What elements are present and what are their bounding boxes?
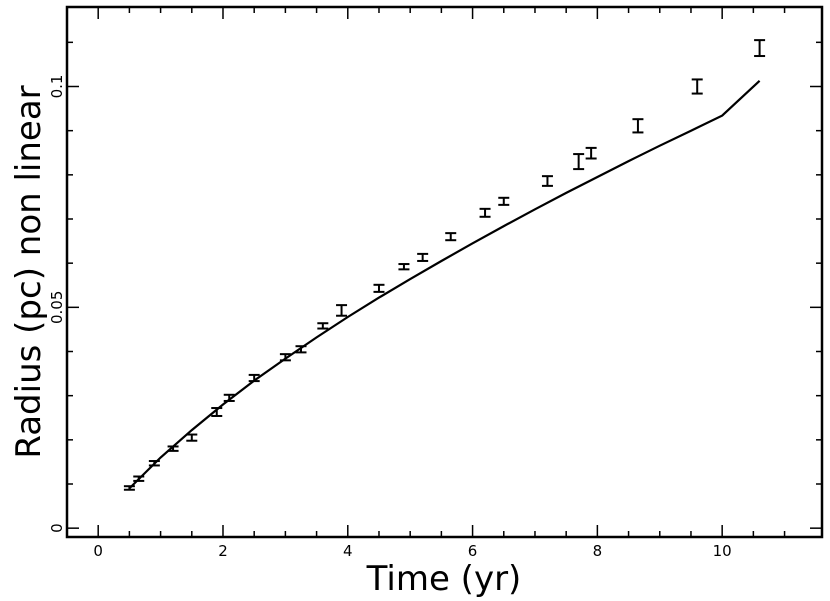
data-point	[123, 485, 135, 491]
data-point	[317, 322, 329, 330]
data-point	[632, 118, 644, 134]
data-point	[754, 39, 766, 58]
data-point	[248, 373, 260, 383]
data-point	[541, 175, 553, 187]
x-tick-label: 4	[343, 542, 353, 560]
data-point	[133, 475, 145, 482]
data-point	[148, 460, 160, 467]
plot-frame	[65, 5, 824, 539]
fit-curve-layer	[128, 79, 761, 490]
data-point	[279, 353, 291, 362]
data-point	[573, 153, 585, 171]
data-point	[479, 207, 491, 218]
x-tick-label: 0	[93, 542, 103, 560]
y-tick-label: 0.1	[48, 75, 66, 99]
data-point	[167, 445, 179, 452]
y-tick-label: 0	[48, 523, 66, 533]
x-tick-label: 6	[468, 542, 478, 560]
data-point	[691, 78, 703, 95]
data-point	[498, 196, 510, 206]
x-axis-ticks: 0 2 4 6 8 10	[93, 7, 786, 560]
x-tick-label: 8	[593, 542, 603, 560]
y-tick-label: 0.05	[48, 291, 66, 324]
x-tick-label: 10	[713, 542, 732, 560]
y-axis-ticks: 0 0.05 0.1	[48, 41, 822, 533]
data-point	[211, 407, 223, 417]
y-axis-title: Radius (pc) non linear	[9, 85, 49, 458]
data-point	[398, 263, 410, 271]
x-tick-label: 2	[218, 542, 228, 560]
data-point	[336, 304, 348, 317]
x-axis-title: Time (yr)	[366, 559, 522, 599]
data-point	[373, 283, 385, 293]
data-point	[585, 146, 597, 160]
data-point	[295, 345, 307, 354]
data-point	[223, 393, 235, 402]
data-point	[186, 433, 198, 442]
data-point	[417, 252, 429, 262]
data-point	[445, 232, 457, 242]
fit-curve	[128, 79, 761, 490]
data-points-layer	[123, 39, 766, 491]
